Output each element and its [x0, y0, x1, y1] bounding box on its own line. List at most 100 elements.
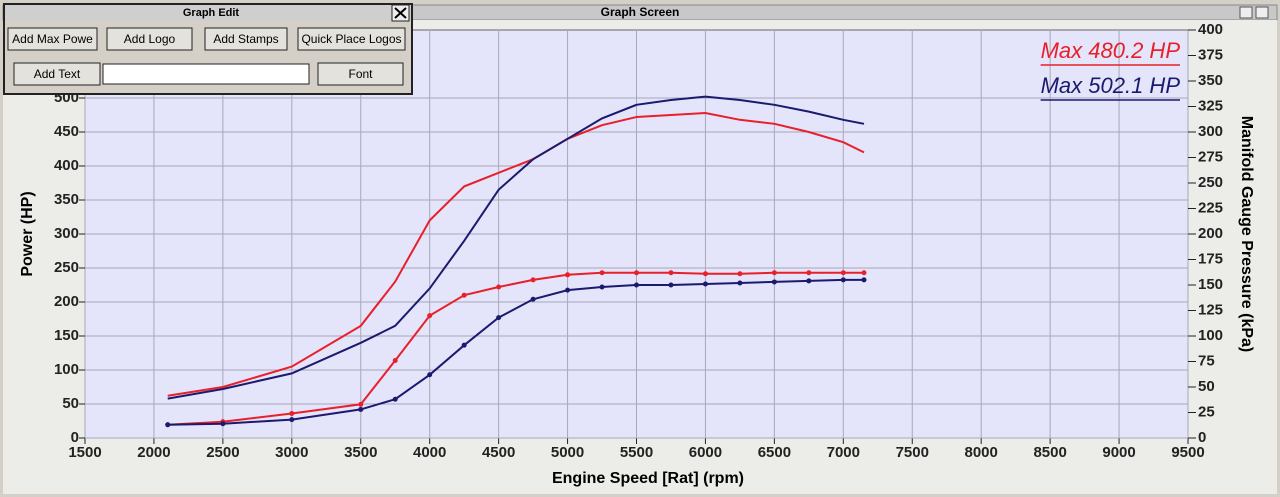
button-face[interactable]: [106, 27, 193, 51]
button-label[interactable]: Add Text: [34, 67, 81, 81]
y-axis-label: Power (HP): [19, 191, 36, 276]
point: [530, 296, 536, 302]
point: [840, 277, 846, 283]
x-tick-label: 3500: [344, 444, 377, 461]
point: [358, 401, 364, 407]
button-label[interactable]: Quick Place Logos: [301, 32, 401, 46]
x-axis-label: Engine Speed [Rat] (rpm): [552, 470, 744, 487]
point: [427, 372, 433, 378]
y2-tick-label: 275: [1198, 148, 1223, 165]
x-tick-label: 5500: [620, 444, 653, 461]
text-input[interactable]: [102, 63, 310, 85]
y-tick-label: 100: [54, 361, 79, 378]
button[interactable]: Quick Place Logos: [297, 27, 406, 51]
close-button[interactable]: [1255, 6, 1269, 19]
point: [861, 277, 867, 283]
button-label[interactable]: Add Stamps: [213, 32, 278, 46]
y-tick-label: 300: [54, 225, 79, 242]
button[interactable]: Add Logo: [106, 27, 193, 51]
button-face[interactable]: [317, 62, 404, 86]
window-title: Graph Screen: [601, 5, 680, 19]
point: [427, 313, 433, 319]
dialog-title: Graph Edit: [183, 7, 240, 19]
point: [289, 417, 295, 423]
point: [496, 315, 502, 321]
point: [806, 278, 812, 284]
x-tick-label: 8000: [965, 444, 998, 461]
y2-tick-label: 0: [1198, 429, 1206, 446]
dialog-close[interactable]: [391, 4, 410, 22]
restore-button[interactable]: [1239, 6, 1253, 19]
button-face[interactable]: [13, 62, 101, 86]
point: [599, 270, 605, 276]
point: [861, 270, 867, 276]
y-tick-label: 250: [54, 259, 79, 276]
point: [668, 282, 674, 288]
dialog-title-bar: [5, 5, 411, 21]
y2-tick-label: 150: [1198, 276, 1223, 293]
point: [165, 422, 171, 428]
point: [737, 280, 743, 286]
point: [220, 421, 226, 427]
series-line: [167, 95, 865, 400]
button[interactable]: Add Max Powe: [7, 27, 98, 51]
y2-tick-label: 75: [1198, 352, 1215, 369]
button[interactable]: Add Stamps: [204, 27, 288, 51]
button-face[interactable]: [297, 27, 406, 51]
x-tick-label: 4500: [482, 444, 515, 461]
x-tick-label: 6500: [758, 444, 791, 461]
x-tick-label: 8500: [1033, 444, 1066, 461]
button-label[interactable]: Font: [348, 67, 373, 81]
y-tick-label: 0: [71, 429, 79, 446]
button-face[interactable]: [7, 27, 98, 51]
point: [702, 271, 708, 277]
button-label[interactable]: Add Max Powe: [12, 32, 93, 46]
x-tick-label: 3000: [275, 444, 308, 461]
point: [565, 272, 571, 278]
x-tick-label: 4000: [413, 444, 446, 461]
x-tick-label: 1500: [68, 444, 101, 461]
y2-tick-label: 200: [1198, 225, 1223, 242]
y2-tick-label: 400: [1198, 21, 1223, 38]
y2-tick-label: 350: [1198, 72, 1223, 89]
legend-entry: Max 502.1 HP: [1041, 73, 1181, 98]
y2-tick-label: 100: [1198, 327, 1223, 344]
point: [599, 284, 605, 290]
y-tick-label: 400: [54, 157, 79, 174]
x-tick-label: 9000: [1102, 444, 1135, 461]
y2-tick-label: 325: [1198, 97, 1223, 114]
point: [565, 287, 571, 293]
legend-entry: Max 480.2 HP: [1041, 38, 1181, 63]
y2-tick-label: 225: [1198, 199, 1223, 216]
y2-tick-label: 125: [1198, 301, 1223, 318]
point: [289, 411, 295, 417]
point: [840, 270, 846, 276]
y-tick-label: 450: [54, 123, 79, 140]
button[interactable]: Add Text: [13, 62, 101, 86]
button-label[interactable]: Add Logo: [124, 32, 176, 46]
x-tick-label: 7000: [827, 444, 860, 461]
button[interactable]: Font: [317, 62, 404, 86]
x-tick-label: 9500: [1171, 444, 1204, 461]
point: [771, 270, 777, 276]
point: [461, 342, 467, 348]
chart: 1500 2000 2500 3000 3500 4000 4500 5000 5500 6000…: [54, 21, 1223, 461]
point: [392, 396, 398, 402]
y2-tick-label: 250: [1198, 174, 1223, 191]
x-tick-label: 2000: [137, 444, 170, 461]
x-tick-label: 6000: [689, 444, 722, 461]
y-tick-label: 150: [54, 327, 79, 344]
point: [668, 270, 674, 276]
point: [496, 284, 502, 290]
button-face[interactable]: [204, 27, 288, 51]
point: [806, 270, 812, 276]
point: [461, 292, 467, 298]
x-tick-label: 5000: [551, 444, 584, 461]
point: [358, 406, 364, 412]
point: [737, 271, 743, 277]
point: [634, 270, 639, 276]
point: [634, 282, 639, 288]
y2-tick-label: 25: [1198, 403, 1215, 420]
point: [392, 357, 398, 363]
